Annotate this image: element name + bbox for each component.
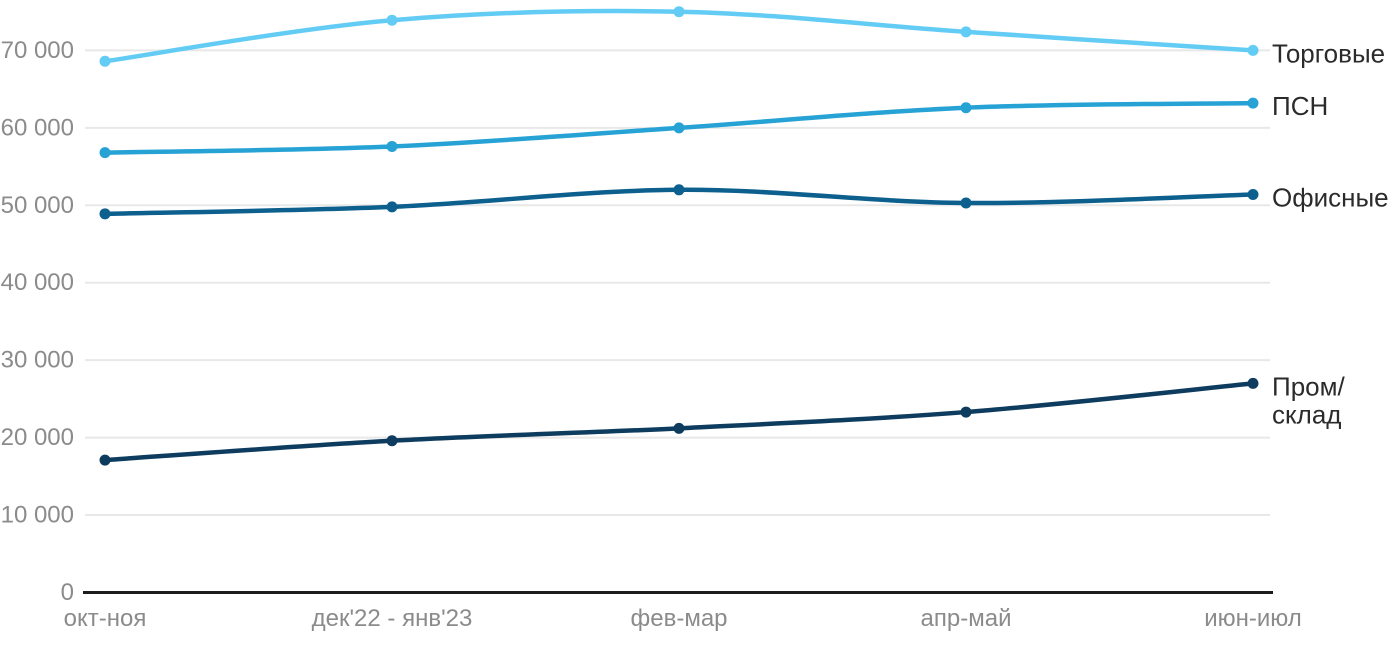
- data-point: [1247, 377, 1259, 389]
- x-tick-label: дек'22 - янв'23: [312, 605, 473, 632]
- data-point: [99, 55, 111, 67]
- y-tick-label: 10 000: [1, 502, 74, 529]
- series-line-3: [102, 381, 1256, 463]
- legend-label-1: ПСН: [1272, 91, 1328, 121]
- data-point: [386, 14, 398, 26]
- data-point: [386, 140, 398, 152]
- y-tick-label: 50 000: [1, 192, 74, 219]
- data-point: [1247, 44, 1259, 56]
- data-point: [673, 6, 685, 18]
- data-point: [673, 184, 685, 196]
- x-tick-label: апр-май: [921, 605, 1012, 632]
- legend-label-line: ПСН: [1272, 91, 1328, 121]
- y-tick-label: 70 000: [1, 37, 74, 64]
- y-tick-label: 30 000: [1, 347, 74, 374]
- x-tick-label: фев-мар: [630, 605, 727, 632]
- x-tick-label: июн-июл: [1204, 605, 1302, 632]
- y-tick-label: 20 000: [1, 424, 74, 451]
- data-point: [673, 422, 685, 434]
- legend-label-3: Пром/склад: [1272, 371, 1345, 429]
- data-point: [99, 208, 111, 220]
- x-tick-label: окт-ноя: [64, 605, 147, 632]
- legend-label-0: Торговые: [1272, 38, 1385, 68]
- data-point: [99, 454, 111, 466]
- data-point: [960, 26, 972, 38]
- data-point: [386, 201, 398, 213]
- series-line-0: [102, 8, 1256, 64]
- y-tick-label: 0: [61, 579, 74, 606]
- legend-label-line: Пром/: [1272, 371, 1345, 401]
- data-point: [386, 435, 398, 447]
- legend-label-line: Офисные: [1272, 182, 1389, 212]
- data-point: [673, 122, 685, 134]
- data-point: [960, 406, 972, 418]
- data-point: [99, 147, 111, 159]
- data-point: [960, 102, 972, 114]
- data-point: [1247, 97, 1259, 109]
- data-point: [1247, 188, 1259, 200]
- y-tick-label: 40 000: [1, 269, 74, 296]
- legend-label-line: Торговые: [1272, 38, 1385, 68]
- legend-label-line: склад: [1272, 399, 1341, 429]
- legend-label-2: Офисные: [1272, 182, 1389, 212]
- data-point: [960, 197, 972, 209]
- y-tick-label: 60 000: [1, 114, 74, 141]
